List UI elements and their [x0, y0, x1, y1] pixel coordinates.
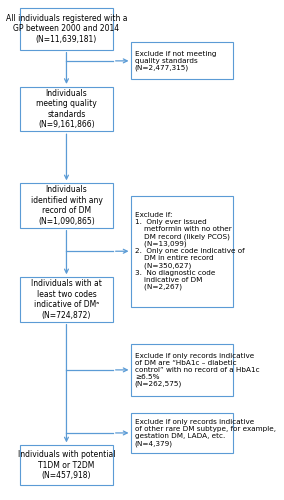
FancyBboxPatch shape — [131, 413, 233, 453]
Text: Individuals with potential
T1DM or T2DM
(N=457,918): Individuals with potential T1DM or T2DM … — [18, 450, 115, 480]
Text: Exclude if only records indicative
of DM are “HbA1c – diabetic
control” with no : Exclude if only records indicative of DM… — [135, 352, 260, 387]
Text: Exclude if only records indicative
of other rare DM subtype, for example,
gestat: Exclude if only records indicative of ot… — [135, 419, 276, 446]
FancyBboxPatch shape — [20, 277, 113, 322]
FancyBboxPatch shape — [20, 8, 113, 50]
Text: All individuals registered with a
GP between 2000 and 2014
(N=11,639,181): All individuals registered with a GP bet… — [6, 14, 127, 44]
Text: Exclude if:
1.  Only ever issued
    metformin with no other
    DM record (like: Exclude if: 1. Only ever issued metformi… — [135, 212, 245, 290]
FancyBboxPatch shape — [20, 87, 113, 132]
Text: Individuals
meeting quality
standards
(N=9,161,866): Individuals meeting quality standards (N… — [36, 89, 97, 129]
FancyBboxPatch shape — [20, 183, 113, 228]
Text: Exclude if not meeting
quality standards
(N=2,477,315): Exclude if not meeting quality standards… — [135, 50, 216, 71]
FancyBboxPatch shape — [131, 344, 233, 396]
FancyBboxPatch shape — [20, 446, 113, 485]
FancyBboxPatch shape — [131, 42, 233, 80]
Text: Individuals with at
least two codes
indicative of DMᵃ
(N=724,872): Individuals with at least two codes indi… — [31, 280, 102, 320]
Text: Individuals
identified with any
record of DM
(N=1,090,865): Individuals identified with any record o… — [31, 186, 103, 226]
FancyBboxPatch shape — [131, 196, 233, 307]
